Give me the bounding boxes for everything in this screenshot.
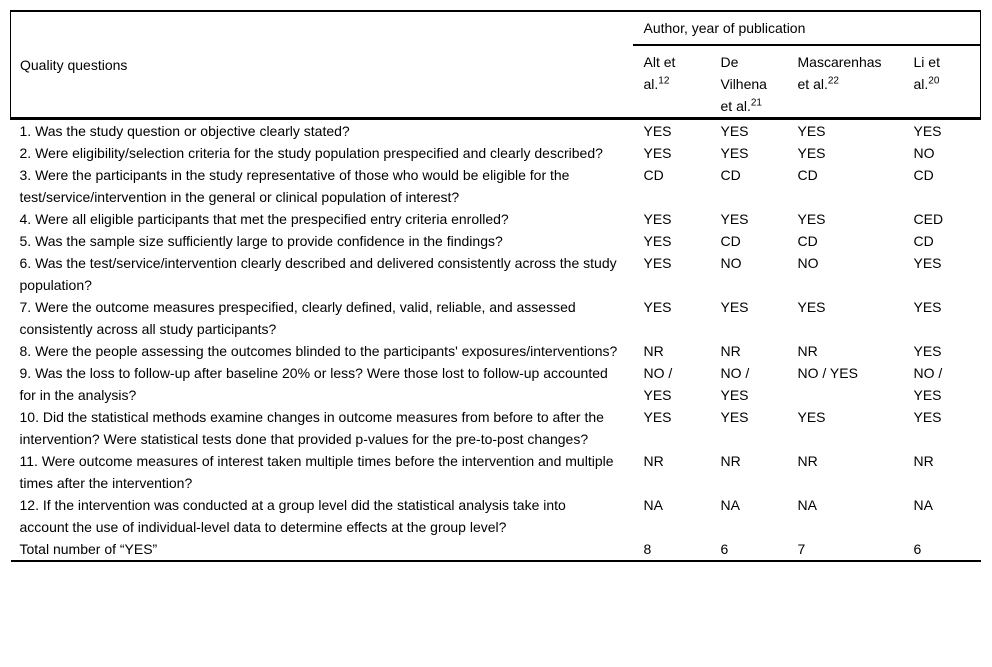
question-cell: 8. Were the people assessing the outcome… bbox=[19, 343, 618, 359]
table-header: Quality questions Author, year of public… bbox=[10, 11, 982, 119]
answer-cell: NO bbox=[720, 255, 742, 271]
table-row: 6. Was the test/service/intervention cle… bbox=[11, 252, 981, 296]
question-cell: Total number of “YES” bbox=[19, 541, 158, 557]
answer-cell: CD bbox=[913, 233, 934, 249]
answer-cell: NO / YES bbox=[797, 365, 858, 381]
answer-cell: YES bbox=[643, 299, 672, 315]
quality-assessment-table: Quality questions Author, year of public… bbox=[10, 10, 982, 562]
answer-cell: NO bbox=[797, 255, 819, 271]
reference-superscript: 12 bbox=[658, 75, 670, 87]
answer-cell: 6 bbox=[720, 541, 729, 557]
table-row: 9. Was the loss to follow-up after basel… bbox=[11, 362, 981, 406]
answer-cell: 6 bbox=[913, 541, 922, 557]
answer-cell: YES bbox=[913, 123, 942, 139]
question-cell: 4. Were all eligible participants that m… bbox=[19, 211, 509, 227]
answer-cell: CD bbox=[797, 167, 818, 183]
answer-cell: YES bbox=[797, 123, 826, 139]
table-row: 10. Did the statistical methods examine … bbox=[11, 406, 981, 450]
answer-cell: CD bbox=[913, 167, 934, 183]
answer-cell: 7 bbox=[797, 541, 806, 557]
answer-cell: NR bbox=[643, 343, 664, 359]
table-row: 2. Were eligibility/selection criteria f… bbox=[11, 142, 981, 164]
answer-cell: YES bbox=[720, 145, 749, 161]
answer-cell: YES bbox=[643, 123, 672, 139]
answer-cell: NA bbox=[720, 497, 740, 513]
question-cell: 9. Was the loss to follow-up after basel… bbox=[19, 365, 608, 403]
table-row: 11. Were outcome measures of interest ta… bbox=[11, 450, 981, 494]
answer-cell: YES bbox=[913, 255, 942, 271]
answer-cell: NR bbox=[797, 453, 818, 469]
answer-cell: NR bbox=[720, 343, 741, 359]
answer-cell: YES bbox=[797, 299, 826, 315]
author-col-header: Li et al.20 bbox=[913, 45, 982, 119]
table-row: 7. Were the outcome measures prespecifie… bbox=[11, 296, 981, 340]
author-columns-row: Alt et al.12 De Vilhena et al.21 Mascarenhas e… bbox=[11, 45, 982, 119]
answer-cell: YES bbox=[797, 211, 826, 227]
question-cell: 11. Were outcome measures of interest ta… bbox=[19, 453, 614, 491]
reference-superscript: 20 bbox=[928, 75, 940, 87]
answer-cell: YES bbox=[913, 409, 942, 425]
question-cell: 3. Were the participants in the study re… bbox=[19, 167, 570, 205]
answer-cell: NR bbox=[720, 453, 741, 469]
answer-cell: NR bbox=[797, 343, 818, 359]
answer-cell: CD bbox=[797, 233, 818, 249]
answer-cell: YES bbox=[643, 233, 672, 249]
answer-cell: NA bbox=[797, 497, 817, 513]
table-row: 1. Was the study question or objective c… bbox=[11, 119, 981, 143]
answer-cell: YES bbox=[720, 211, 749, 227]
answer-cell: YES bbox=[913, 343, 942, 359]
answer-cell: CD bbox=[720, 167, 741, 183]
answer-cell: YES bbox=[643, 255, 672, 271]
answer-cell: NO / YES bbox=[913, 365, 943, 403]
reference-superscript: 22 bbox=[827, 75, 839, 87]
table-row: 4. Were all eligible participants that m… bbox=[11, 208, 981, 230]
answer-cell: CD bbox=[720, 233, 741, 249]
answer-cell: NR bbox=[643, 453, 664, 469]
table-row: 12. If the intervention was conducted at… bbox=[11, 494, 981, 538]
quality-questions-header: Quality questions bbox=[10, 11, 633, 119]
author-col-header: De Vilhena et al.21 bbox=[720, 54, 767, 114]
total-row: Total number of “YES” 8 6 7 6 bbox=[11, 538, 981, 561]
question-cell: 7. Were the outcome measures prespecifie… bbox=[19, 299, 576, 337]
table-body: 1. Was the study question or objective c… bbox=[10, 119, 981, 561]
author-group-row: Quality questions Author, year of public… bbox=[10, 11, 982, 119]
answer-cell: CED bbox=[913, 211, 944, 227]
answer-cell: YES bbox=[643, 211, 672, 227]
question-cell: 1. Was the study question or objective c… bbox=[19, 123, 350, 139]
answer-cell: NO bbox=[913, 145, 935, 161]
answer-cell: 8 bbox=[643, 541, 652, 557]
author-col-header: Alt et al.12 bbox=[643, 54, 676, 92]
question-cell: 12. If the intervention was conducted at… bbox=[19, 497, 566, 535]
answer-cell: YES bbox=[720, 123, 749, 139]
answer-cell: NA bbox=[913, 497, 933, 513]
table-row: 5. Was the sample size sufficiently larg… bbox=[11, 230, 981, 252]
answer-cell: NO / YES bbox=[643, 365, 673, 403]
question-cell: 10. Did the statistical methods examine … bbox=[19, 409, 604, 447]
question-cell: 2. Were eligibility/selection criteria f… bbox=[19, 145, 603, 161]
answer-cell: YES bbox=[797, 145, 826, 161]
answer-cell: NA bbox=[643, 497, 663, 513]
table-row: 3. Were the participants in the study re… bbox=[11, 164, 981, 208]
answer-cell: YES bbox=[720, 409, 749, 425]
answer-cell: YES bbox=[720, 299, 749, 315]
author-group-header: Author, year of publication bbox=[632, 11, 982, 46]
author-col-header: Mascarenhas et al.22 bbox=[797, 54, 882, 92]
reference-superscript: 21 bbox=[750, 97, 762, 109]
answer-cell: YES bbox=[643, 145, 672, 161]
answer-cell: NO / YES bbox=[720, 365, 750, 403]
answer-cell: YES bbox=[797, 409, 826, 425]
question-cell: 6. Was the test/service/intervention cle… bbox=[19, 255, 617, 293]
answer-cell: NR bbox=[913, 453, 934, 469]
table-row: 8. Were the people assessing the outcome… bbox=[11, 340, 981, 362]
question-cell: 5. Was the sample size sufficiently larg… bbox=[19, 233, 503, 249]
answer-cell: CD bbox=[643, 167, 664, 183]
answer-cell: YES bbox=[643, 409, 672, 425]
answer-cell: YES bbox=[913, 299, 942, 315]
